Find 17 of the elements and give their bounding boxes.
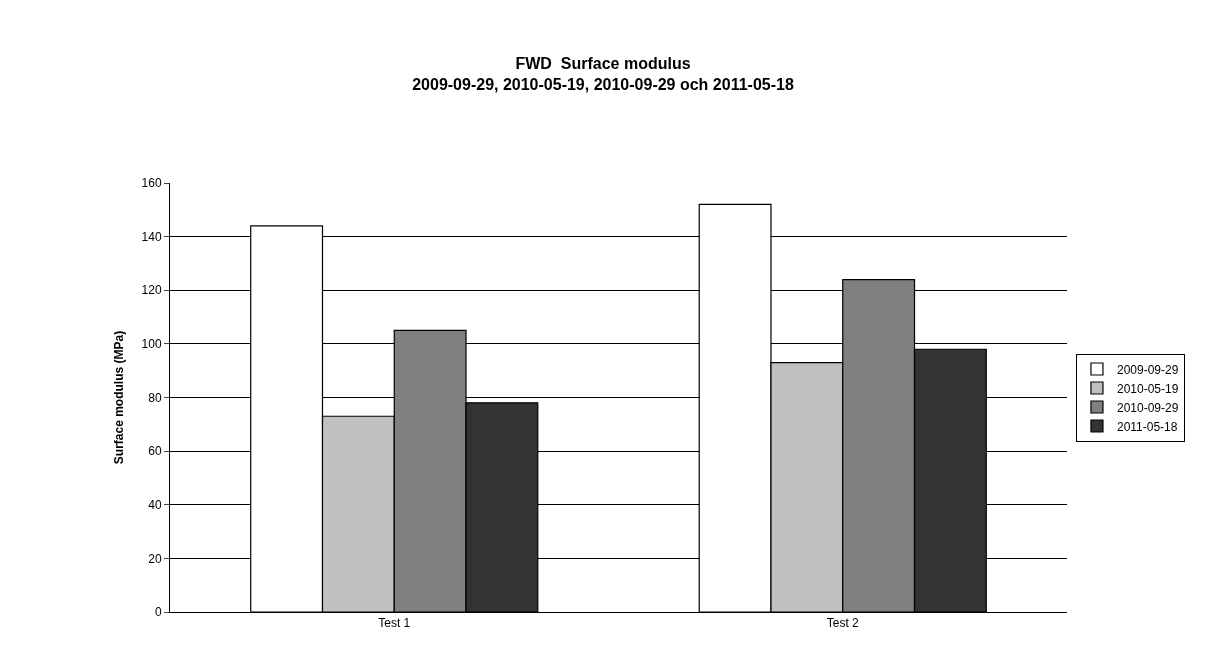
y-tick-label: 40 [148,497,162,512]
y-tick-label: 120 [141,283,162,298]
legend-label: 2010-05-19 [1116,381,1179,396]
y-tick-label: 160 [141,176,162,191]
x-tick-label: Test 1 [378,616,411,631]
y-tick-label: 20 [148,551,162,566]
y-tick-label: 60 [148,444,162,459]
x-tick-label: Test 2 [826,616,860,631]
y-axis-title: Surface modulus (MPa) [111,330,126,465]
y-tick-label: 0 [154,605,162,620]
legend-label: 2011-05-18 [1116,419,1178,434]
legend-label: 2010-09-29 [1116,400,1179,415]
chart-title: FWD Surface modulus 2009-09-29, 2010-05-19, 2010-09-29 och 2011-05-18 [412,55,794,94]
y-tick-label: 140 [141,229,162,244]
y-tick-label: 80 [148,390,162,405]
legend-label: 2009-09-29 [1116,362,1179,377]
y-tick-label: 100 [141,337,162,352]
